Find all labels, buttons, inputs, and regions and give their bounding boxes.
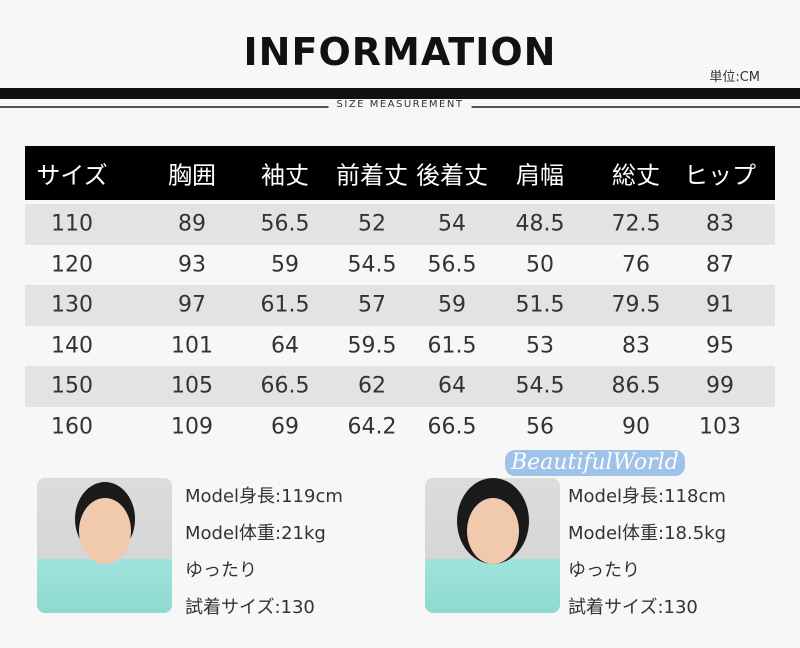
divider-bar [0, 88, 800, 99]
header-cell: 前着丈 [336, 161, 408, 190]
table-cell: 72.5 [611, 211, 661, 237]
model-weight: Model体重:18.5kg [568, 523, 727, 544]
header-cell: 後着丈 [416, 161, 488, 190]
table-cell: 160 [51, 414, 93, 440]
table-row: 110 89 56.5 52 54 48.5 72.5 83 [25, 204, 775, 245]
header-cell: 袖丈 [261, 161, 309, 190]
table-cell: 109 [171, 414, 213, 440]
table-cell: 52 [358, 211, 386, 237]
table-cell: 51.5 [515, 292, 565, 318]
table-cell: 97 [178, 292, 206, 318]
model-size: 試着サイズ:130 [185, 597, 315, 618]
watermark: BeautifulWorld [505, 450, 685, 476]
header-cell: 胸囲 [168, 161, 216, 190]
table-row: 130 97 61.5 57 59 51.5 79.5 91 [25, 285, 775, 326]
table-cell: 86.5 [611, 373, 661, 399]
table-cell: 56.5 [427, 252, 477, 278]
table-cell: 57 [358, 292, 386, 318]
table-cell: 83 [706, 211, 734, 237]
table-cell: 140 [51, 333, 93, 359]
table-cell: 95 [706, 333, 734, 359]
table-row: 160 109 69 64.2 66.5 56 90 103 [25, 407, 775, 448]
unit-label: 単位:CM [709, 70, 760, 85]
table-cell: 61.5 [260, 292, 310, 318]
table-cell: 79.5 [611, 292, 661, 318]
table-cell: 54.5 [347, 252, 397, 278]
table-cell: 53 [526, 333, 554, 359]
model-height: Model身長:119cm [185, 486, 343, 507]
table-cell: 150 [51, 373, 93, 399]
header-cell: 肩幅 [516, 161, 564, 190]
header-cell: ヒップ [684, 161, 756, 190]
header-cell: 総丈 [612, 161, 660, 190]
table-cell: 91 [706, 292, 734, 318]
model-weight: Model体重:21kg [185, 523, 326, 544]
table-cell: 103 [699, 414, 741, 440]
table-cell: 89 [178, 211, 206, 237]
model-fit: ゆったり [568, 560, 640, 581]
table-cell: 48.5 [515, 211, 565, 237]
model-height: Model身長:118cm [568, 486, 726, 507]
table-cell: 59 [271, 252, 299, 278]
table-cell: 105 [171, 373, 213, 399]
subtitle: SIZE MEASUREMENT [328, 99, 472, 110]
table-cell: 87 [706, 252, 734, 278]
table-cell: 120 [51, 252, 93, 278]
table-cell: 64 [438, 373, 466, 399]
table-cell: 54 [438, 211, 466, 237]
table-cell: 56 [526, 414, 554, 440]
table-cell: 66.5 [260, 373, 310, 399]
header-cell: サイズ [36, 161, 108, 190]
size-table: サイズ 胸囲 袖丈 前着丈 後着丈 肩幅 総丈 ヒップ 110 89 56.5 52 54 48.5 72… [25, 146, 775, 447]
table-cell: 59 [438, 292, 466, 318]
table-cell: 110 [51, 211, 93, 237]
table-cell: 76 [622, 252, 650, 278]
table-cell: 54.5 [515, 373, 565, 399]
table-cell: 83 [622, 333, 650, 359]
table-cell: 93 [178, 252, 206, 278]
page-title: INFORMATION [243, 30, 557, 74]
table-cell: 64.2 [347, 414, 397, 440]
model-photo-girl [425, 478, 560, 613]
table-header: サイズ 胸囲 袖丈 前着丈 後着丈 肩幅 総丈 ヒップ [25, 146, 775, 200]
table-cell: 64 [271, 333, 299, 359]
table-cell: 69 [271, 414, 299, 440]
table-cell: 90 [622, 414, 650, 440]
model-fit: ゆったり [185, 560, 257, 581]
table-row: 140 101 64 59.5 61.5 53 83 95 [25, 326, 775, 367]
table-cell: 62 [358, 373, 386, 399]
table-row: 150 105 66.5 62 64 54.5 86.5 99 [25, 366, 775, 407]
table-cell: 50 [526, 252, 554, 278]
table-cell: 66.5 [427, 414, 477, 440]
model-photo-boy [37, 478, 172, 613]
table-cell: 99 [706, 373, 734, 399]
table-cell: 61.5 [427, 333, 477, 359]
table-cell: 130 [51, 292, 93, 318]
table-cell: 59.5 [347, 333, 397, 359]
model-size: 試着サイズ:130 [568, 597, 698, 618]
table-row: 120 93 59 54.5 56.5 50 76 87 [25, 245, 775, 286]
table-cell: 101 [171, 333, 213, 359]
table-cell: 56.5 [260, 211, 310, 237]
